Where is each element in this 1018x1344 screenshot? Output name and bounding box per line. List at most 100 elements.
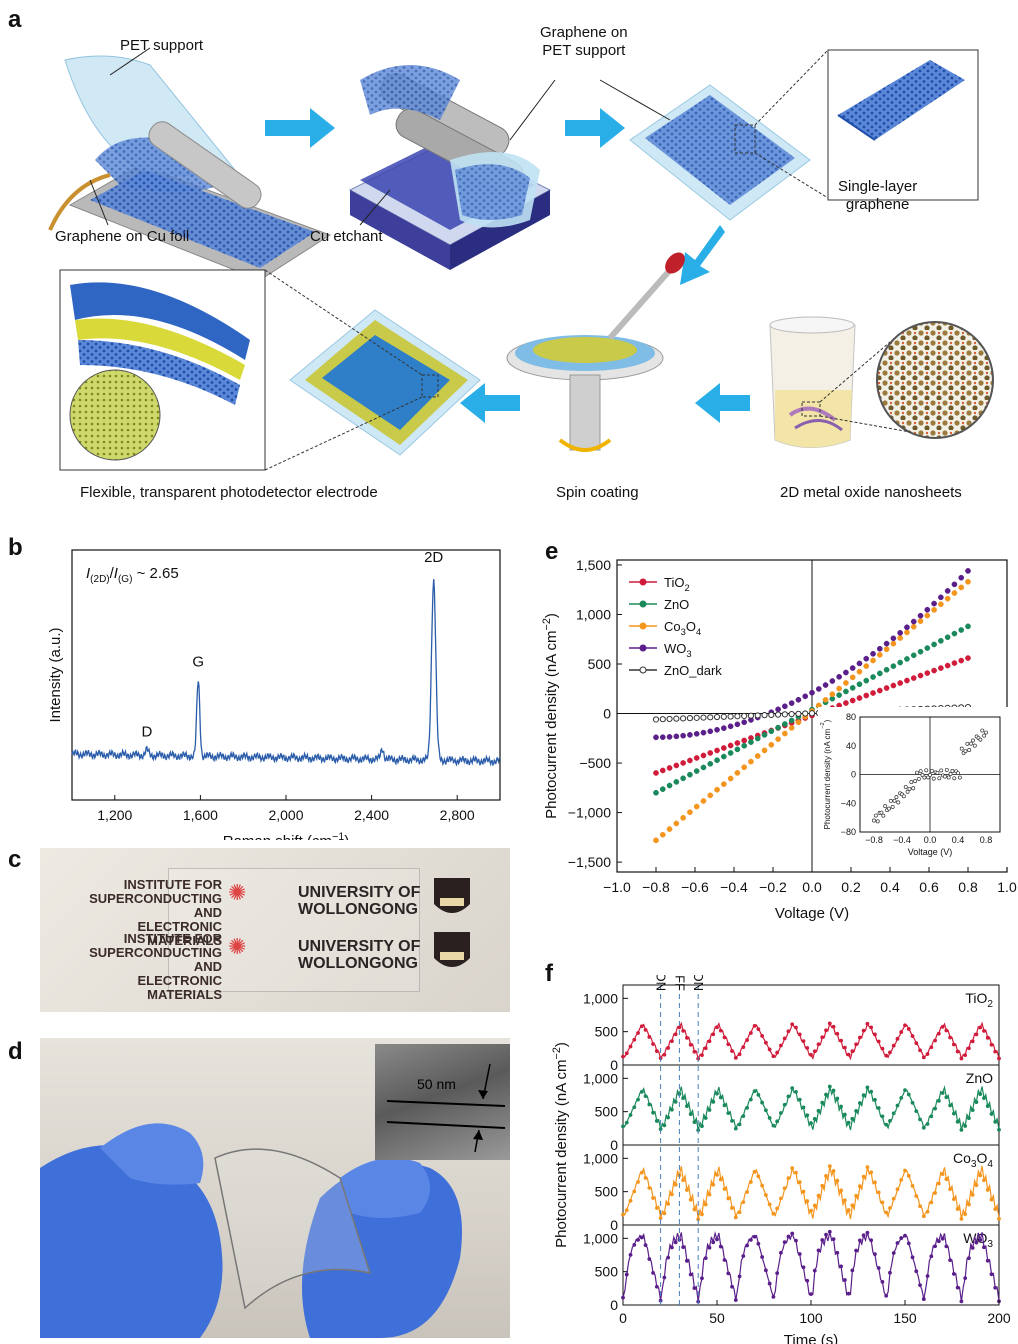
label-graphene-on-cu: Graphene on Cu foil <box>55 228 189 245</box>
data-point <box>809 1292 813 1296</box>
data-point <box>651 1042 655 1046</box>
data-point <box>742 713 747 718</box>
inset-data-point <box>910 781 913 784</box>
inset-data-point <box>958 776 961 779</box>
label-nanosheets: 2D metal oxide nanosheets <box>780 484 962 501</box>
pointer-gpet-1 <box>510 80 555 140</box>
data-point <box>701 715 706 720</box>
data-point <box>636 1180 640 1184</box>
arrow-3 <box>680 225 725 285</box>
data-point <box>877 1266 881 1270</box>
data-point <box>911 1101 915 1105</box>
data-point <box>952 1272 956 1276</box>
data-point <box>911 1255 915 1259</box>
data-point <box>971 1246 975 1250</box>
institute-emblem-icon-1: ✺ <box>228 880 252 910</box>
data-point <box>734 1127 738 1131</box>
data-point <box>689 1043 693 1047</box>
data-point <box>753 1170 757 1174</box>
y-tick-label: −500 <box>579 755 611 771</box>
y-tick-label: 1,500 <box>576 557 611 573</box>
data-point <box>837 692 842 697</box>
data-point <box>708 761 713 766</box>
data-point <box>896 1187 900 1191</box>
inset-x-tick-label: 0.4 <box>952 835 965 845</box>
data-point <box>787 1176 791 1180</box>
arrow-2 <box>565 108 625 148</box>
data-point <box>644 1243 648 1247</box>
data-point <box>666 1116 670 1120</box>
data-point <box>944 1244 948 1248</box>
data-point <box>798 1252 802 1256</box>
y-tick-label: 500 <box>588 656 612 672</box>
data-point <box>884 1123 888 1127</box>
data-point <box>847 1208 851 1212</box>
data-point <box>685 1259 689 1263</box>
data-point <box>728 750 733 755</box>
data-point <box>823 682 828 687</box>
uni-text-block-1: UNIVERSITY OF WOLLONGONG <box>298 884 420 918</box>
data-point <box>965 579 970 584</box>
data-point <box>723 1036 727 1040</box>
logo1-line-a: INSTITUTE FOR <box>62 878 222 892</box>
data-point <box>854 1042 858 1046</box>
data-point <box>741 1254 745 1258</box>
data-point <box>749 1031 753 1035</box>
data-point <box>937 1239 941 1243</box>
data-point <box>708 1193 712 1197</box>
data-point <box>922 1055 926 1059</box>
data-point <box>945 596 950 601</box>
data-point <box>956 1120 960 1124</box>
data-point <box>864 656 869 661</box>
data-point <box>681 716 686 721</box>
data-point <box>674 779 679 784</box>
data-point <box>666 1256 670 1260</box>
y-tick-label: 0 <box>603 706 611 722</box>
data-point <box>653 838 658 843</box>
data-point <box>667 734 672 739</box>
data-point <box>655 1049 659 1053</box>
data-point <box>911 1034 915 1038</box>
data-point <box>636 1238 640 1242</box>
data-point <box>632 1038 636 1042</box>
data-point <box>782 731 787 736</box>
data-point <box>687 732 692 737</box>
x-tick-label: 150 <box>893 1310 917 1326</box>
data-point <box>952 660 957 665</box>
label-single-layer: Single-layer graphene <box>838 178 917 214</box>
inset-data-point <box>971 739 974 742</box>
data-point <box>755 713 760 718</box>
data-point <box>629 1045 633 1049</box>
data-point <box>674 1240 678 1244</box>
inset-y-tick-label: 80 <box>846 712 856 722</box>
data-point <box>873 1033 877 1037</box>
y-tick-label: 500 <box>595 1024 619 1040</box>
data-point <box>914 1109 918 1113</box>
data-point <box>721 754 726 759</box>
data-point <box>952 631 957 636</box>
data-point <box>824 1233 828 1237</box>
step4-electrode <box>290 310 480 455</box>
data-point <box>813 1269 817 1273</box>
data-point <box>933 1191 937 1195</box>
data-point <box>803 694 808 699</box>
data-point <box>689 1112 693 1116</box>
data-point <box>832 1089 836 1093</box>
data-point <box>715 1173 719 1177</box>
legend-label: TiO2 <box>664 575 690 593</box>
data-point <box>959 658 964 663</box>
inset-data-point <box>969 742 972 745</box>
data-point <box>993 1120 997 1124</box>
data-point <box>990 1272 994 1276</box>
data-point <box>824 1174 828 1178</box>
data-point <box>948 1187 952 1191</box>
data-point <box>963 1212 967 1216</box>
x-tick-label: 0.8 <box>958 879 978 895</box>
inset-data-point <box>966 742 969 745</box>
data-point <box>960 1300 964 1304</box>
inset-y-tick-label: 0 <box>851 770 856 780</box>
data-point <box>978 1238 982 1242</box>
data-point <box>975 1241 979 1245</box>
data-point <box>738 1052 742 1056</box>
data-point <box>775 1051 779 1055</box>
